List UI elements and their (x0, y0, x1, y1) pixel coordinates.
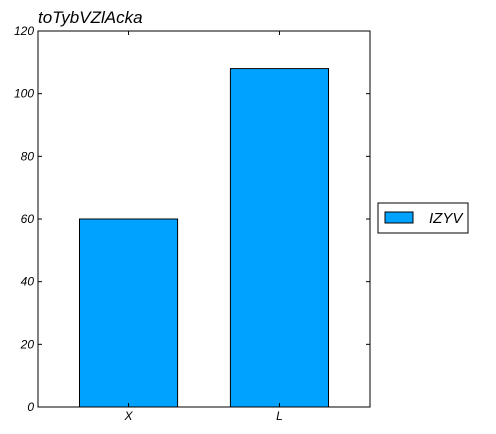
y-tick-label: 0 (27, 400, 34, 414)
legend-label-izyv: IZYV (429, 210, 464, 227)
legend: IZYV (377, 202, 469, 234)
x-tick-label-l: L (276, 409, 283, 423)
x-tick-label-x: X (124, 409, 134, 423)
y-tick-label: 100 (14, 87, 34, 101)
bar-l (229, 68, 329, 408)
y-axis: 0 20 40 60 80 100 120 (14, 24, 370, 414)
legend-box (377, 202, 469, 234)
y-tick-label: 120 (14, 24, 34, 38)
y-tick-label: 80 (21, 149, 35, 163)
y-tick-label: 60 (21, 212, 35, 226)
chart-title: toTybVZlAcka (38, 8, 143, 27)
bar-x (79, 218, 179, 408)
bars (79, 68, 329, 408)
y-tick-label: 20 (20, 337, 35, 351)
y-tick-label: 40 (21, 275, 35, 289)
legend-swatch-izyv (384, 211, 414, 224)
